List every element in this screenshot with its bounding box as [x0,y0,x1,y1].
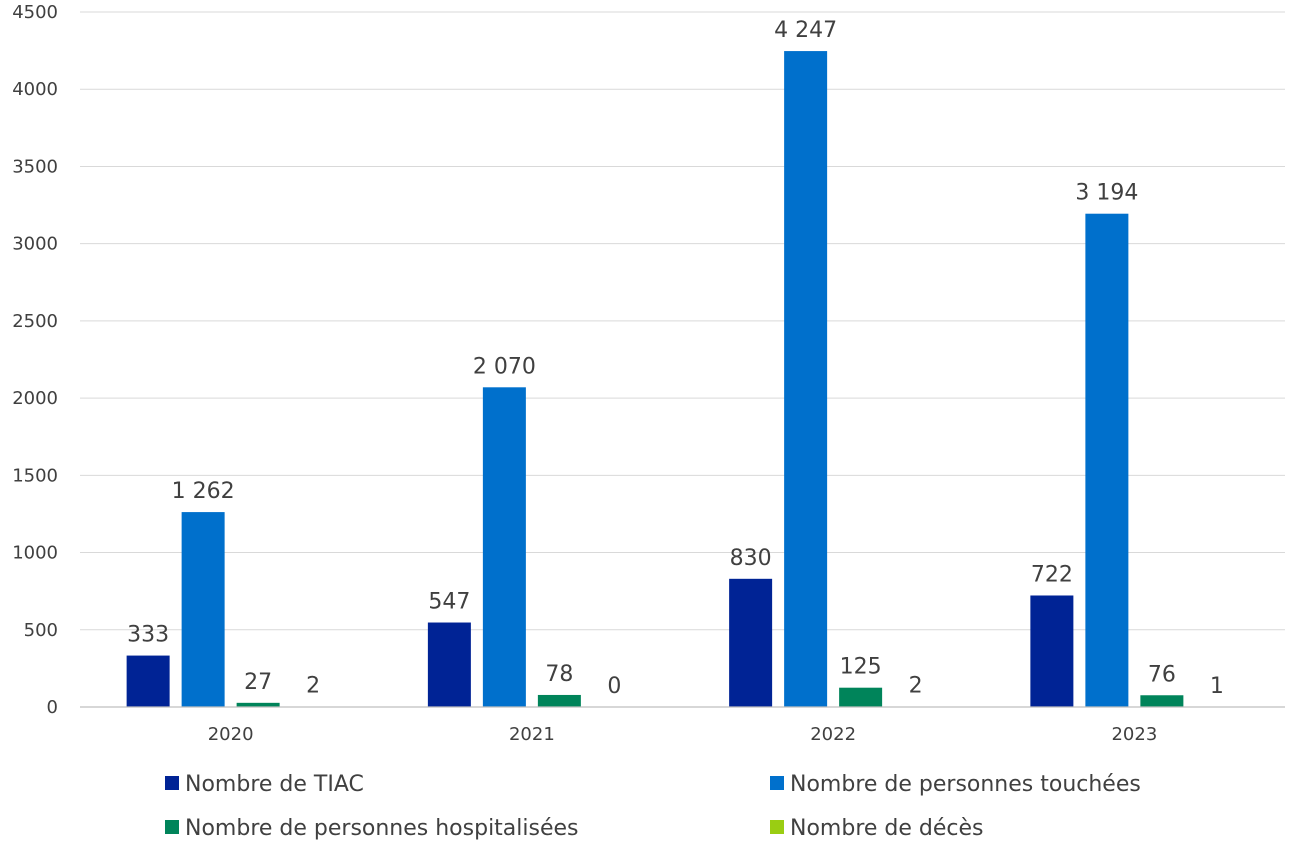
data-label: 2 070 [473,354,536,379]
y-tick-label: 500 [24,620,58,641]
data-label: 722 [1031,562,1073,587]
bar-2020-series-3 [237,703,280,707]
x-axis-tick-labels: 2020 2021 2022 2023 [208,724,1158,745]
legend-item: Nombre de personnes touchées [770,772,1141,797]
legend-label: Nombre de TIAC [185,772,364,797]
legend-label: Nombre de personnes hospitalisées [185,816,579,841]
y-tick-label: 2000 [12,388,58,409]
x-tick-label: 2023 [1111,724,1157,745]
legend-item: Nombre de personnes hospitalisées [165,816,579,841]
bar-2022-series-1 [729,579,772,707]
bar-2022-series-2 [784,51,827,707]
legend-swatch [770,820,784,834]
legend-swatch [165,820,179,834]
legend-label: Nombre de décès [790,816,984,841]
y-tick-label: 0 [47,697,58,718]
bar-2023-series-2 [1085,214,1128,707]
x-tick-label: 2020 [208,724,254,745]
y-tick-label: 4000 [12,79,58,100]
data-label: 547 [428,590,470,615]
y-tick-label: 2500 [12,311,58,332]
bars [127,51,1239,707]
legend-swatch [165,776,179,790]
y-tick-label: 1000 [12,543,58,564]
data-label: 3 194 [1075,181,1138,206]
data-label: 27 [244,670,272,695]
data-label: 0 [607,674,621,699]
bar-2020-series-2 [182,512,225,707]
data-label: 76 [1148,662,1176,687]
data-label: 2 [909,674,923,699]
legend-label: Nombre de personnes touchées [790,772,1141,797]
data-label: 333 [127,623,169,648]
legend: Nombre de TIAC Nombre de personnes touché… [165,772,1141,841]
bar-2022-series-3 [839,688,882,707]
bar-2023-series-1 [1030,595,1073,707]
bar-2021-series-3 [538,695,581,707]
data-label: 78 [545,662,573,687]
bar-2021-series-2 [483,387,526,707]
x-tick-label: 2022 [810,724,856,745]
data-label: 1 [1210,674,1224,699]
y-tick-label: 1500 [12,465,58,486]
bar-2021-series-1 [428,623,471,707]
data-label: 125 [840,655,882,680]
bar-2023-series-3 [1140,695,1183,707]
y-tick-label: 4500 [12,2,58,23]
y-axis-tick-labels: 0 500 1000 1500 2000 2500 3000 3500 4000 4500 [12,2,58,718]
data-label: 830 [730,546,772,571]
bar-2020-series-1 [127,656,170,707]
legend-item: Nombre de TIAC [165,772,364,797]
legend-item: Nombre de décès [770,816,984,841]
legend-swatch [770,776,784,790]
y-tick-label: 3500 [12,156,58,177]
data-label: 2 [306,674,320,699]
x-tick-label: 2021 [509,724,555,745]
data-label: 1 262 [172,479,235,504]
y-tick-label: 3000 [12,234,58,255]
data-label: 4 247 [774,18,837,43]
